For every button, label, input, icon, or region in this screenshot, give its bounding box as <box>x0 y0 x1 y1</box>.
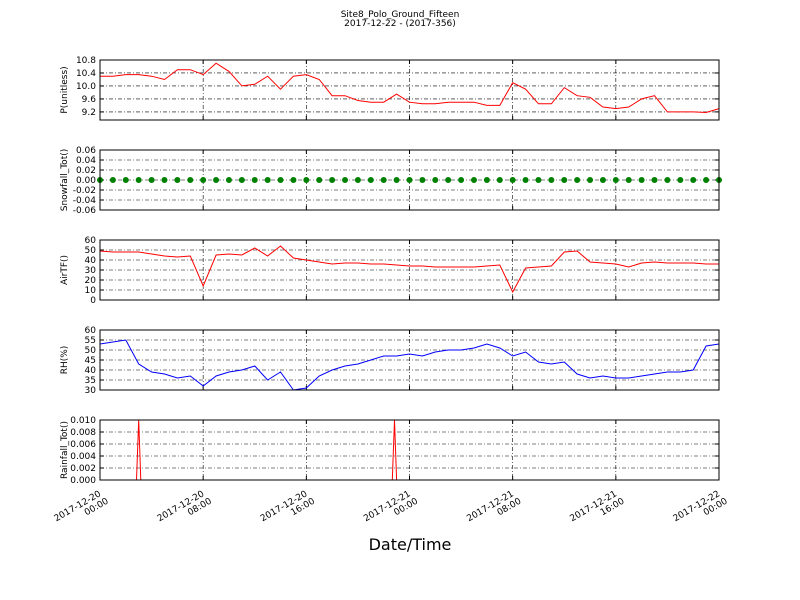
y-tick-label: 30 <box>85 386 97 396</box>
figure-title: Site8_Polo_Ground_Fifteen <box>341 10 460 20</box>
data-point <box>587 177 594 183</box>
data-point <box>406 177 413 183</box>
data-point <box>367 177 374 183</box>
data-point <box>316 177 323 183</box>
data-point <box>625 177 632 183</box>
y-axis-label: AirTF() <box>60 255 70 285</box>
plot-frame <box>99 419 720 481</box>
data-point <box>522 177 529 183</box>
y-tick-label: 0.004 <box>70 452 96 462</box>
y-tick-label: 9.2 <box>82 108 96 118</box>
data-point <box>303 177 310 183</box>
data-point <box>548 177 555 183</box>
data-point <box>445 177 452 183</box>
data-point <box>213 177 220 183</box>
y-tick-label: 45 <box>85 356 96 366</box>
data-point <box>174 177 181 183</box>
data-point <box>483 177 490 183</box>
y-tick-label: 60 <box>85 236 97 246</box>
figure-subtitle: 2017-12-22 - (2017-356) <box>344 19 456 29</box>
data-point <box>238 177 245 183</box>
y-tick-label: 40 <box>85 366 97 376</box>
x-axis-label: Date/Time <box>369 535 452 554</box>
y-tick-label: 0.000 <box>70 476 96 486</box>
data-point <box>277 177 284 183</box>
data-point <box>638 177 645 183</box>
data-point <box>574 177 581 183</box>
data-point <box>703 177 710 183</box>
y-axis-label: RH(%) <box>60 346 70 375</box>
y-tick-label: 40 <box>85 256 97 266</box>
data-point <box>200 177 207 183</box>
data-point <box>264 177 271 183</box>
data-point <box>432 177 439 183</box>
data-point <box>419 177 426 183</box>
data-line <box>99 245 719 294</box>
data-point <box>458 177 465 183</box>
y-axis-label: Rainfall_Tot() <box>60 421 70 479</box>
data-point <box>690 177 697 183</box>
y-tick-label: 0.02 <box>76 166 96 176</box>
plot-frame <box>99 149 720 211</box>
y-tick-label: 60 <box>85 326 97 336</box>
y-tick-label: 10 <box>85 286 97 296</box>
data-point <box>470 177 477 183</box>
y-tick-label: 0.06 <box>76 146 96 156</box>
data-point <box>664 177 671 183</box>
data-point <box>135 177 142 183</box>
y-tick-label: 0.04 <box>76 156 96 166</box>
data-point <box>535 177 542 183</box>
data-point <box>290 177 297 183</box>
data-line <box>100 62 720 114</box>
y-tick-label: 0.002 <box>70 464 96 474</box>
y-tick-label: 55 <box>85 336 96 346</box>
data-point <box>393 177 400 183</box>
y-tick-label: 0.006 <box>70 440 96 450</box>
y-tick-label: 35 <box>85 376 96 386</box>
y-tick-label: 50 <box>85 246 97 256</box>
y-tick-label: 0 <box>90 296 96 306</box>
y-tick-label: 0.00 <box>76 176 96 186</box>
data-point <box>612 177 619 183</box>
data-point <box>496 177 503 183</box>
y-tick-label: 10.4 <box>76 69 96 79</box>
data-point <box>380 177 387 183</box>
y-tick-label: 0.008 <box>70 428 96 438</box>
y-tick-label: 9.6 <box>82 95 97 105</box>
y-tick-label: 0.010 <box>70 416 96 426</box>
y-tick-label: -0.04 <box>73 196 97 206</box>
y-tick-label: 10.8 <box>76 56 96 66</box>
data-point <box>509 177 516 183</box>
data-point <box>251 177 258 183</box>
data-point <box>651 177 658 183</box>
y-tick-label: 20 <box>85 276 97 286</box>
y-tick-label: -0.06 <box>73 206 97 216</box>
y-tick-label: 10.0 <box>76 82 96 92</box>
data-point <box>187 177 194 183</box>
data-line <box>99 339 720 391</box>
data-point <box>354 177 361 183</box>
data-point <box>225 177 232 183</box>
data-point <box>342 177 349 183</box>
data-point <box>148 177 155 183</box>
y-tick-label: 30 <box>85 266 97 276</box>
data-point <box>677 177 684 183</box>
y-axis-label: P(unitless) <box>60 66 70 113</box>
y-tick-label: 50 <box>85 346 97 356</box>
plot-frame <box>99 59 720 121</box>
data-point <box>122 177 129 183</box>
y-axis-label: Snowfall_Tot() <box>60 149 70 212</box>
data-point <box>329 177 336 183</box>
plot-frame <box>99 239 720 301</box>
y-tick-label: -0.02 <box>73 186 96 196</box>
plot-frame <box>99 329 720 391</box>
data-point <box>109 177 116 183</box>
data-point <box>161 177 168 183</box>
data-point <box>599 177 606 183</box>
data-point <box>561 177 568 183</box>
